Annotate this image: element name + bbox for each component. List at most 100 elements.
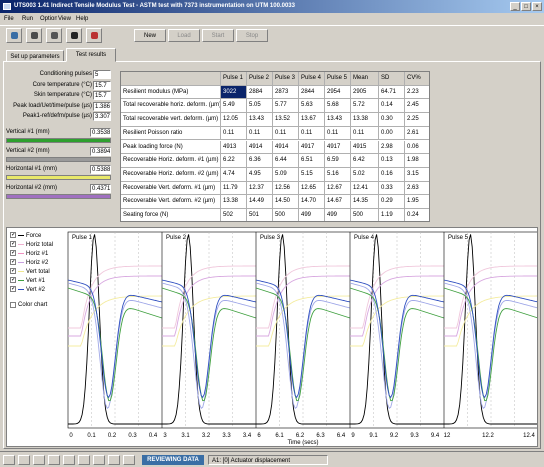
results-table: Pulse 1 Pulse 2 Pulse 3 Pulse 4 Pulse 5 Mean S… [120,71,430,222]
result-cell: 5.15 [299,167,325,182]
param-value: 15.7 [93,91,111,100]
status-icon[interactable] [78,455,90,465]
icon-glyph [51,32,58,39]
result-cell: 2.45 [405,99,429,114]
result-cell: 0.11 [247,126,273,141]
x-tick-label: 9.1 [369,433,378,439]
result-cell: 5.68 [325,99,351,114]
result-cell: 13.38 [351,113,379,127]
result-cell: 64.71 [379,85,405,100]
row-label: Recoverable Horiz. deform. #2 (µm) [121,167,221,182]
status-icon[interactable] [18,455,30,465]
toolbar-button[interactable]: Start [202,29,234,42]
result-cell: 3022 [221,85,247,100]
result-cell: 500 [273,209,299,221]
menu-item[interactable]: File [4,16,14,22]
menu-item[interactable]: Run [22,16,34,22]
toolbar-button[interactable]: Load [168,29,200,42]
status-icon[interactable] [33,455,45,465]
toolbar-icon[interactable] [26,28,42,43]
curve [256,234,350,425]
menu-item[interactable]: Help [76,16,89,22]
legend-label: Force [26,233,42,239]
legend-checkbox[interactable]: ✓ [10,241,16,247]
toolbar-icon[interactable] [86,28,102,43]
curve [444,234,537,425]
tab[interactable]: Test results [66,48,116,62]
curve [444,275,537,337]
curve [68,275,162,337]
result-cell: 14.49 [247,195,273,209]
icon-glyph [91,32,98,39]
legend-swatch [18,280,24,281]
toolbar-icon[interactable] [66,28,82,43]
curve [68,234,162,425]
legend-checkbox[interactable]: ✓ [10,250,16,256]
row-label: Resilient modulus (MPa) [121,85,221,100]
menu-item[interactable]: View [58,16,71,22]
tab[interactable]: Set up parameters [6,50,64,62]
status-icon[interactable] [93,455,105,465]
status-icon[interactable] [48,455,60,465]
icon-glyph [71,32,78,39]
panel-title: Pulse 2 [166,235,187,241]
legend-checkbox[interactable]: ✓ [10,232,16,238]
result-cell: 4.74 [221,167,247,182]
color-chart-checkbox[interactable] [10,302,16,308]
plot: Pulse 1 0 0.1 0.2 0.3 0.4 Pulse 2 3 3.1 3.2 3.3 3.4… [67,231,537,446]
transducer-label: Vertical #1 (mm) [6,129,50,135]
legend-checkbox[interactable]: ✓ [10,277,16,283]
curve [443,287,537,402]
curve [350,265,444,329]
result-cell: 0.29 [379,195,405,209]
column-header: Mean [351,72,379,86]
result-cell: 0.14 [379,99,405,114]
result-cell: 12.56 [273,181,299,196]
curve [350,234,444,425]
corner-cell [121,72,221,86]
transducer-bar [6,193,111,199]
result-cell: 502 [221,209,247,221]
status-icon[interactable] [3,455,15,465]
row-label: Peak loading force (N) [121,140,221,155]
legend-swatch [18,262,24,263]
x-tick-label: 3.1 [181,433,190,439]
legend-swatch [18,271,24,272]
toolbar-icon[interactable] [6,28,22,43]
menu-item[interactable]: Options [40,16,57,22]
column-header: Pulse 1 [221,72,247,86]
result-cell: 0.13 [379,154,405,168]
result-cell: 4914 [273,140,299,155]
result-cell: 5.05 [247,99,273,114]
toolbar-button[interactable]: Stop [236,29,268,42]
result-cell: 0.11 [351,126,379,141]
result-cell: 6.22 [221,154,247,168]
curve [349,287,445,402]
result-cell: 14.67 [325,195,351,209]
result-cell: 12.41 [351,181,379,196]
window-button[interactable]: □ [521,2,531,11]
status-icon[interactable] [108,455,120,465]
legend-checkbox[interactable]: ✓ [10,286,16,292]
result-cell: 6.51 [299,154,325,168]
status-icon[interactable] [123,455,135,465]
legend-checkbox[interactable]: ✓ [10,268,16,274]
toolbar-button[interactable]: New [134,29,166,42]
result-cell: 0.16 [379,167,405,182]
result-cell: 5.02 [351,167,379,182]
curve [256,275,350,337]
result-cell: 6.59 [325,154,351,168]
window-button[interactable]: _ [510,2,520,11]
legend-checkbox[interactable]: ✓ [10,259,16,265]
curve [162,295,256,347]
result-cell: 4917 [299,140,325,155]
result-cell: 14.70 [299,195,325,209]
window-button[interactable]: × [532,2,542,11]
curve [444,265,537,329]
status-icon[interactable] [63,455,75,465]
legend-label: Horiz #2 [26,260,49,266]
legend-label: Vert #1 [26,278,46,284]
transducer-bar [6,175,111,180]
toolbar-icon[interactable] [46,28,62,43]
